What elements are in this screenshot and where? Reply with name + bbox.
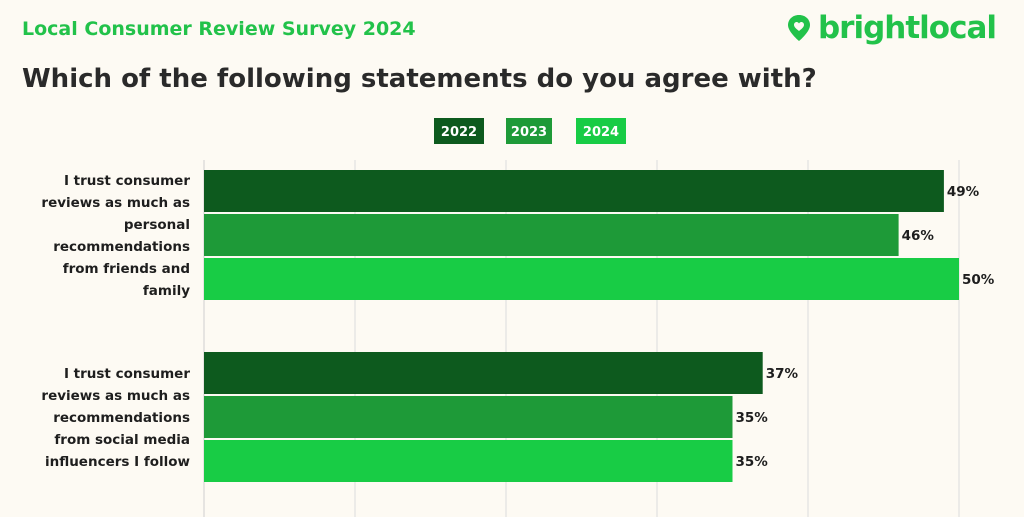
- category-label-line: I trust consumer: [64, 366, 190, 382]
- category-label-line: personal: [124, 217, 190, 233]
- category-label-line: reviews as much as: [41, 388, 190, 404]
- legend-swatch-2024: [576, 118, 626, 144]
- value-label-2023-group-1: 46%: [902, 228, 935, 244]
- legend-label-2022: 2022: [441, 125, 477, 140]
- category-label-line: I trust consumer: [64, 173, 190, 189]
- value-label-2024-group-2: 35%: [736, 454, 769, 470]
- legend-swatch-2022: [434, 118, 484, 144]
- value-label-2022-group-2: 37%: [766, 366, 799, 382]
- survey-title: Local Consumer Review Survey 2024: [22, 18, 416, 40]
- bar-2023-group-1: [204, 214, 899, 256]
- legend-label-2023: 2023: [511, 125, 547, 140]
- value-label-2023-group-2: 35%: [736, 410, 769, 426]
- value-label-2022-group-1: 49%: [947, 184, 980, 200]
- value-label-2024-group-1: 50%: [962, 272, 995, 288]
- category-label-line: from social media: [54, 432, 190, 448]
- brand-logo: brightlocal: [784, 10, 997, 46]
- bar-2024-group-1: [204, 258, 959, 300]
- chart-question: Which of the following statements do you…: [22, 64, 817, 94]
- legend-swatch-2023: [506, 118, 552, 144]
- category-label-line: reviews as much as: [41, 195, 190, 211]
- category-label-line: recommendations: [53, 410, 190, 426]
- category-label-line: family: [143, 283, 190, 299]
- bar-2023-group-2: [204, 396, 733, 438]
- bar-2024-group-2: [204, 440, 733, 482]
- pin-heart-icon: [787, 15, 810, 41]
- category-label-line: recommendations: [53, 239, 190, 255]
- bar-2022-group-2: [204, 352, 763, 394]
- legend-label-2024: 2024: [583, 125, 619, 140]
- bar-2022-group-1: [204, 170, 944, 212]
- brand-name: brightlocal: [817, 10, 997, 46]
- category-label-line: influencers I follow: [45, 454, 190, 470]
- category-label-2: I trust consumer reviews as much as recomm…: [41, 366, 190, 470]
- category-label-1: I trust consumer reviews as much as person…: [41, 173, 190, 299]
- category-label-line: from friends and: [63, 261, 190, 277]
